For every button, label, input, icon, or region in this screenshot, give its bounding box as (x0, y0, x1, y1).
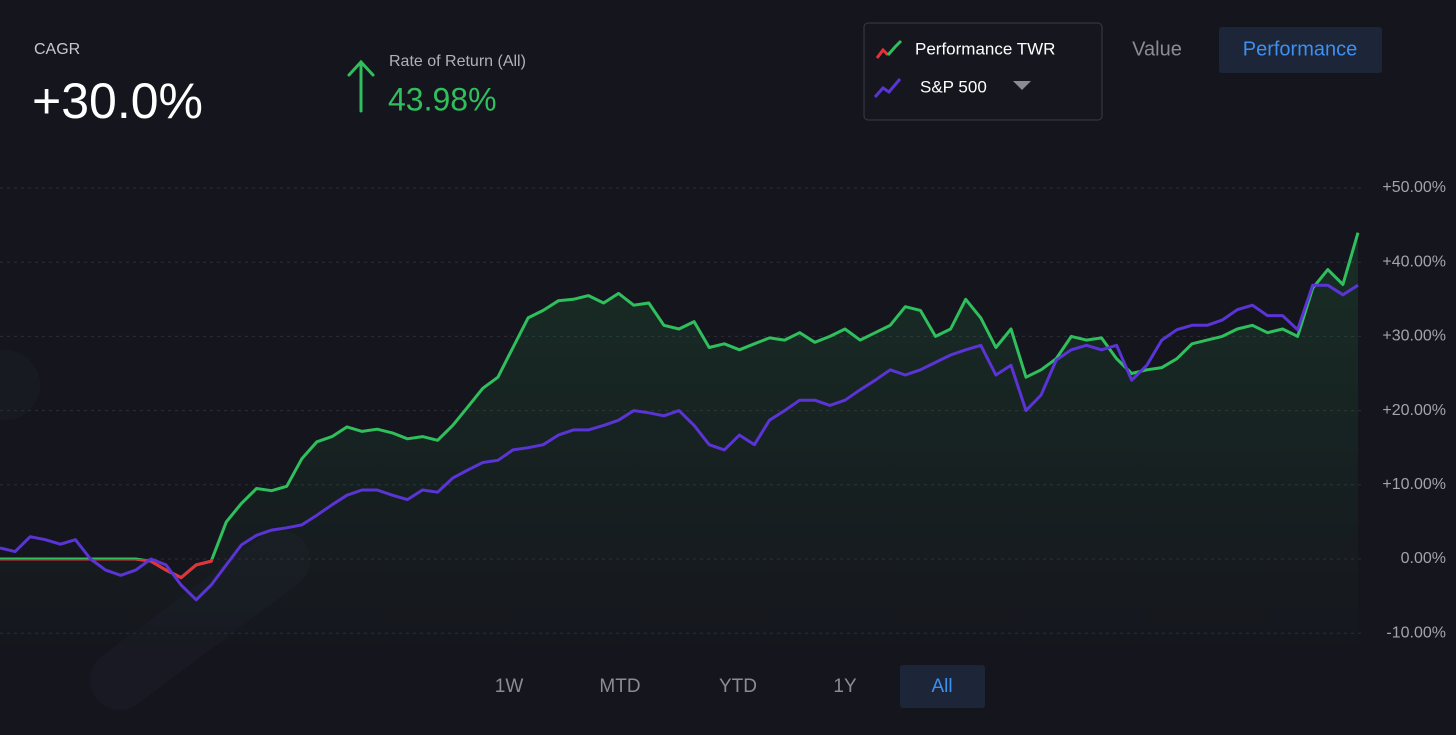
legend-swatch (886, 39, 903, 56)
dropdown-caret[interactable] (1013, 81, 1031, 90)
range-tab[interactable]: All (931, 676, 952, 697)
active-range-bg[interactable] (900, 665, 985, 708)
y-tick-label: -10.00% (1386, 624, 1446, 641)
cagr-label: CAGR (34, 41, 80, 58)
view-tab[interactable]: Value (1132, 38, 1182, 60)
range-tab[interactable]: 1W (495, 676, 524, 697)
view-tab[interactable]: Performance (1243, 38, 1358, 60)
range-tab[interactable]: MTD (599, 676, 640, 697)
range-tab[interactable]: 1Y (833, 676, 857, 697)
legend: Performance TWR S&P 500 (873, 39, 1055, 98)
legend-box (863, 22, 1103, 121)
y-tick-label: +40.00% (1382, 253, 1446, 270)
up-arrow (347, 59, 375, 113)
legend-swatch (875, 47, 890, 59)
y-tick-label: +20.00% (1382, 402, 1446, 419)
legend-label[interactable]: S&P 500 (920, 77, 987, 96)
cagr-value: +30.0% (32, 73, 203, 129)
return-value: 43.98% (388, 81, 497, 117)
y-tick-label: +10.00% (1382, 476, 1446, 493)
return-label: Rate of Return (All) (389, 53, 526, 70)
y-tick-label: +30.00% (1382, 328, 1446, 345)
y-tick-label: 0.00% (1401, 550, 1446, 567)
y-tick-label: +50.00% (1382, 179, 1446, 196)
legend-label[interactable]: Performance TWR (915, 39, 1055, 58)
series-line (0, 283, 1359, 602)
range-tab[interactable]: YTD (719, 676, 757, 697)
series-line (0, 232, 1360, 580)
chart: -10.00% 0.00% +10.00% +20.00% +30.00% +40.00%… (0, 179, 1446, 656)
legend-swatch (873, 78, 902, 98)
active-tab-bg[interactable] (1219, 27, 1382, 73)
area-fill (0, 232, 1358, 656)
